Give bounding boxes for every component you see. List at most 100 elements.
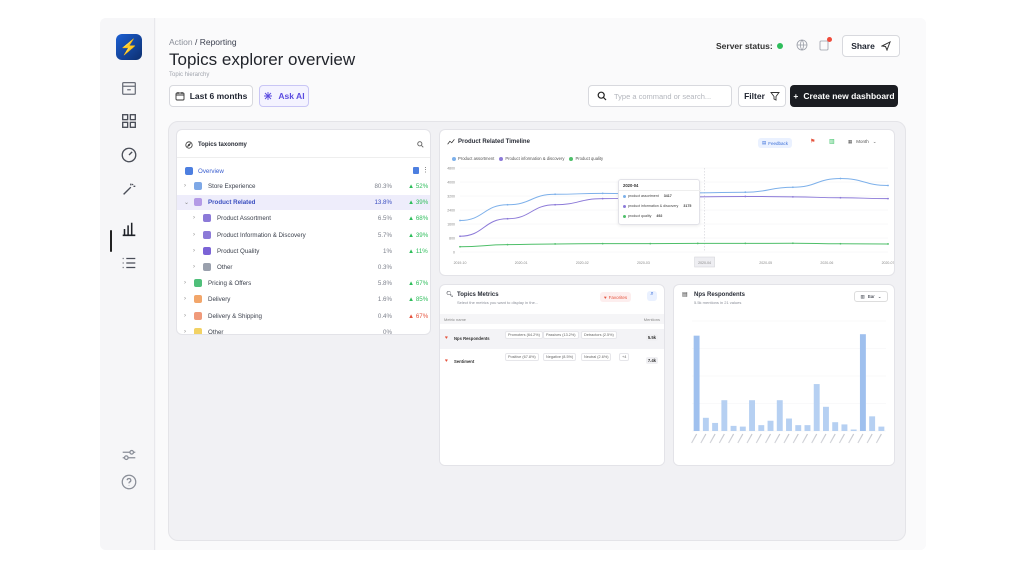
data-point[interactable] bbox=[839, 242, 842, 245]
taxonomy-overview-row[interactable]: Overview ⋮ bbox=[177, 164, 430, 179]
bar[interactable] bbox=[869, 416, 876, 431]
breadcrumb-parent[interactable]: Action bbox=[169, 37, 193, 47]
feedback-tag[interactable]: ▤ Feedback bbox=[758, 138, 793, 148]
taxonomy-row[interactable]: › Product Information & Discovery 5.7% ▲ 39… bbox=[177, 228, 430, 243]
chevron-right-icon[interactable]: › bbox=[184, 312, 186, 319]
bar[interactable] bbox=[804, 425, 811, 431]
data-point[interactable] bbox=[887, 184, 889, 187]
chevron-right-icon[interactable]: › bbox=[193, 264, 195, 270]
period-select[interactable]: ▦ Month ⌄ bbox=[848, 139, 877, 145]
help-icon[interactable] bbox=[118, 471, 140, 493]
data-point[interactable] bbox=[744, 195, 747, 198]
chart-type-icon[interactable]: ▥ bbox=[829, 139, 835, 145]
flag-icon[interactable]: ⚑ bbox=[810, 139, 816, 145]
taxonomy-row[interactable]: › Other 0.3% bbox=[177, 260, 430, 275]
data-point[interactable] bbox=[601, 192, 604, 195]
gauge-icon[interactable] bbox=[118, 144, 140, 166]
share-button[interactable]: Share bbox=[842, 35, 900, 57]
command-search-input[interactable]: Type a command or search... bbox=[588, 85, 732, 107]
chevron-right-icon[interactable]: › bbox=[184, 183, 186, 189]
data-point[interactable] bbox=[554, 203, 557, 206]
metric-row[interactable]: ♥ Nps Respondents Promoters (64.2%) Passive… bbox=[440, 329, 664, 349]
data-point[interactable] bbox=[554, 193, 557, 196]
bar[interactable] bbox=[721, 400, 728, 431]
bar[interactable] bbox=[822, 406, 829, 431]
data-point[interactable] bbox=[791, 242, 794, 245]
legend-item[interactable]: Product quality bbox=[569, 156, 603, 161]
chevron-right-icon[interactable]: › bbox=[193, 231, 195, 238]
data-point[interactable] bbox=[839, 196, 842, 199]
heart-icon[interactable]: ♥ bbox=[445, 358, 448, 364]
taxonomy-row[interactable]: ⌄ Product Related 13.8% ▲ 39% bbox=[177, 195, 430, 211]
taxonomy-search-icon[interactable] bbox=[417, 141, 424, 148]
bar[interactable] bbox=[786, 418, 792, 431]
data-point[interactable] bbox=[459, 245, 461, 248]
data-point[interactable] bbox=[744, 242, 747, 245]
chevron-right-icon[interactable]: › bbox=[193, 215, 195, 222]
metric-row[interactable]: ♥ Sentiment Positive (67.8%) Negative (8.5%… bbox=[440, 352, 664, 372]
metrics-search-icon[interactable]: ⌕ bbox=[647, 291, 657, 301]
bar[interactable] bbox=[693, 335, 700, 431]
legend-item[interactable]: Product assortment bbox=[452, 156, 494, 161]
taxonomy-row[interactable]: › Product Assortment 6.5% ▲ 68% bbox=[177, 211, 430, 226]
data-point[interactable] bbox=[554, 243, 557, 245]
bar[interactable] bbox=[776, 400, 783, 431]
data-point[interactable] bbox=[506, 243, 509, 246]
taxonomy-row[interactable]: › Store Experience 80.3% ▲ 52% bbox=[177, 179, 430, 194]
taxonomy-row[interactable]: › Product Quality 1% ▲ 11% bbox=[177, 244, 430, 259]
data-point[interactable] bbox=[887, 197, 889, 200]
data-point[interactable] bbox=[459, 219, 461, 222]
bar[interactable] bbox=[878, 426, 885, 431]
favorites-tag[interactable]: ♥ Favorites bbox=[600, 292, 632, 302]
taxonomy-row[interactable]: › Delivery 1.6% ▲ 85% bbox=[177, 292, 430, 307]
chevron-right-icon[interactable]: › bbox=[193, 247, 195, 254]
data-point[interactable] bbox=[791, 195, 794, 198]
chevron-right-icon[interactable]: › bbox=[184, 296, 186, 303]
bar[interactable] bbox=[850, 429, 857, 431]
filter-button[interactable]: Filter bbox=[738, 85, 786, 107]
app-logo[interactable]: ⚡ bbox=[116, 34, 142, 60]
more-icon[interactable]: ⋮ bbox=[422, 167, 429, 174]
data-point[interactable] bbox=[696, 242, 699, 245]
bar[interactable] bbox=[832, 422, 839, 431]
data-point[interactable] bbox=[506, 203, 509, 206]
heart-icon[interactable]: ♥ bbox=[445, 335, 448, 341]
bar[interactable] bbox=[749, 400, 756, 431]
grid-icon[interactable] bbox=[118, 110, 140, 132]
data-point[interactable] bbox=[459, 235, 461, 238]
create-dashboard-button[interactable]: + Create new dashboard bbox=[790, 85, 898, 107]
ask-ai-button[interactable]: Ask AI bbox=[259, 85, 309, 107]
taxonomy-row[interactable]: › Delivery & Shipping 0.4% ▲ 67% bbox=[177, 309, 430, 324]
bar[interactable] bbox=[767, 420, 774, 431]
list-icon[interactable] bbox=[118, 252, 140, 274]
data-point[interactable] bbox=[601, 197, 604, 200]
bar[interactable] bbox=[859, 334, 866, 431]
bar[interactable] bbox=[739, 426, 746, 431]
data-point[interactable] bbox=[649, 242, 652, 245]
chevron-right-icon[interactable]: › bbox=[184, 328, 186, 335]
taxonomy-row[interactable]: › Pricing & Offers 5.8% ▲ 67% bbox=[177, 276, 430, 291]
export-icon[interactable] bbox=[413, 167, 419, 174]
date-range-button[interactable]: Last 6 months bbox=[169, 85, 253, 107]
sliders-icon[interactable] bbox=[118, 444, 140, 466]
bar-chart-icon[interactable] bbox=[118, 218, 140, 240]
data-point[interactable] bbox=[839, 177, 842, 180]
bar[interactable] bbox=[841, 424, 848, 431]
bar[interactable] bbox=[702, 417, 709, 431]
bar[interactable] bbox=[730, 425, 737, 431]
taxonomy-row[interactable]: › Other 0% bbox=[177, 325, 430, 335]
home-icon[interactable] bbox=[118, 77, 140, 99]
bar[interactable] bbox=[813, 384, 820, 431]
data-point[interactable] bbox=[887, 243, 889, 245]
chart-type-select[interactable]: ▥ Bar ⌄ bbox=[854, 291, 888, 302]
legend-item[interactable]: Product information & discovery bbox=[499, 156, 564, 161]
magic-wand-icon[interactable] bbox=[118, 178, 140, 200]
globe-icon[interactable] bbox=[796, 39, 808, 51]
notification-icon[interactable] bbox=[818, 39, 830, 51]
data-point[interactable] bbox=[506, 217, 509, 220]
chevron-down-icon[interactable]: ⌄ bbox=[184, 200, 190, 207]
data-point[interactable] bbox=[791, 186, 794, 189]
bar[interactable] bbox=[712, 422, 719, 431]
bar[interactable] bbox=[795, 425, 802, 431]
bar[interactable] bbox=[758, 425, 765, 431]
